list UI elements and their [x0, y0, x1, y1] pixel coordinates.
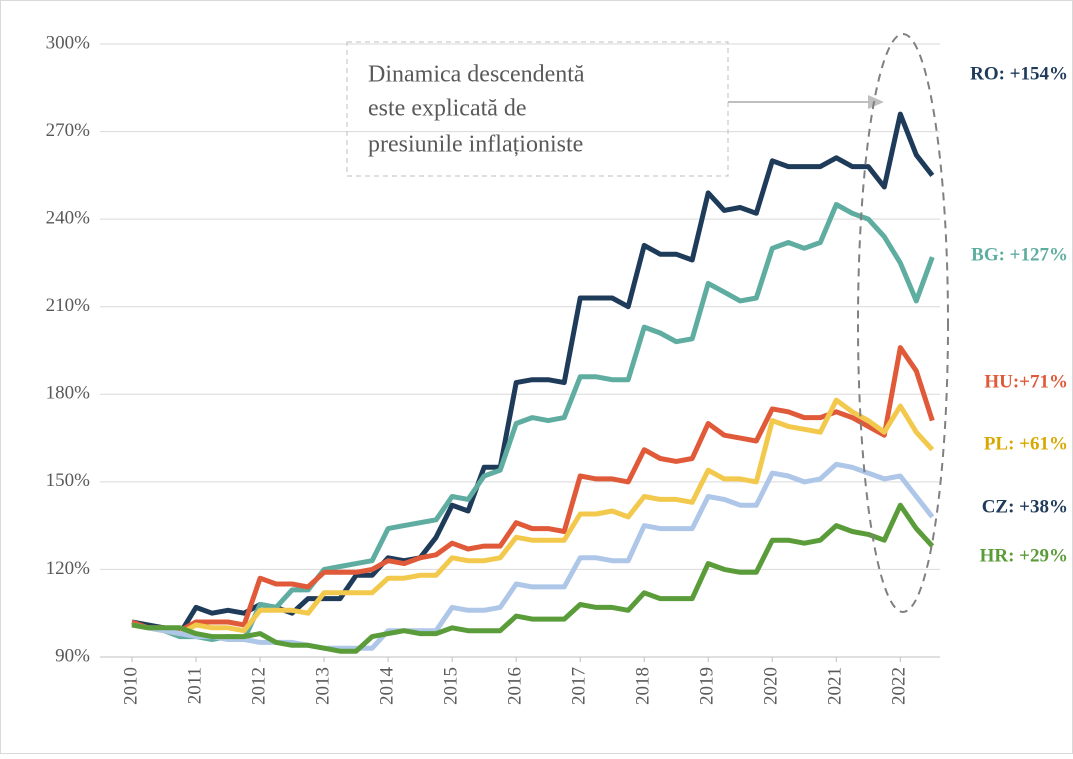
series-label: PL: +61% — [984, 433, 1068, 454]
x-tick-label: 2012 — [248, 667, 269, 705]
x-tick-label: 2018 — [633, 667, 654, 705]
annotation-line: Dinamica descendentă — [368, 62, 585, 88]
annotation-box — [346, 41, 729, 177]
x-tick-label: 2014 — [376, 667, 397, 706]
x-tick-label: 2011 — [184, 667, 205, 704]
series-line — [131, 397, 935, 637]
y-tick-label: 120% — [46, 558, 91, 579]
x-tick-label: 2015 — [440, 667, 461, 705]
series-label: RO: +154% — [970, 63, 1068, 84]
series-line — [131, 202, 935, 642]
x-tick-label: 2017 — [569, 667, 590, 705]
x-tick-label: 2021 — [825, 667, 846, 705]
x-tick-label: 2020 — [761, 667, 782, 705]
y-tick-label: 90% — [55, 645, 90, 666]
series-label: HU:+71% — [984, 371, 1068, 392]
x-tick-label: 2019 — [697, 667, 718, 705]
annotation-line: presiunile inflaționiste — [368, 132, 583, 158]
highlight-ellipse — [857, 33, 949, 613]
y-tick-label: 150% — [46, 470, 91, 491]
series-label: BG: +127% — [971, 244, 1068, 265]
grid — [100, 43, 940, 662]
series-label: CZ: +38% — [982, 496, 1068, 517]
series-line — [131, 345, 935, 634]
series-label: HR: +29% — [980, 545, 1068, 566]
series-line — [131, 461, 935, 651]
y-tick-label: 210% — [46, 295, 91, 316]
y-tick-label: 240% — [46, 208, 91, 229]
lines — [131, 111, 935, 654]
series-line — [131, 502, 935, 654]
x-tick-label: 2022 — [889, 667, 910, 705]
annotation-line: este explicată de — [368, 96, 527, 122]
y-tick-label: 180% — [46, 383, 91, 404]
annotation-arrowhead — [868, 95, 884, 109]
x-tick-label: 2013 — [312, 667, 333, 705]
x-tick-label: 2010 — [120, 667, 141, 705]
x-tick-label: 2016 — [505, 667, 526, 705]
y-tick-label: 300% — [46, 32, 91, 53]
y-tick-label: 270% — [46, 120, 91, 141]
